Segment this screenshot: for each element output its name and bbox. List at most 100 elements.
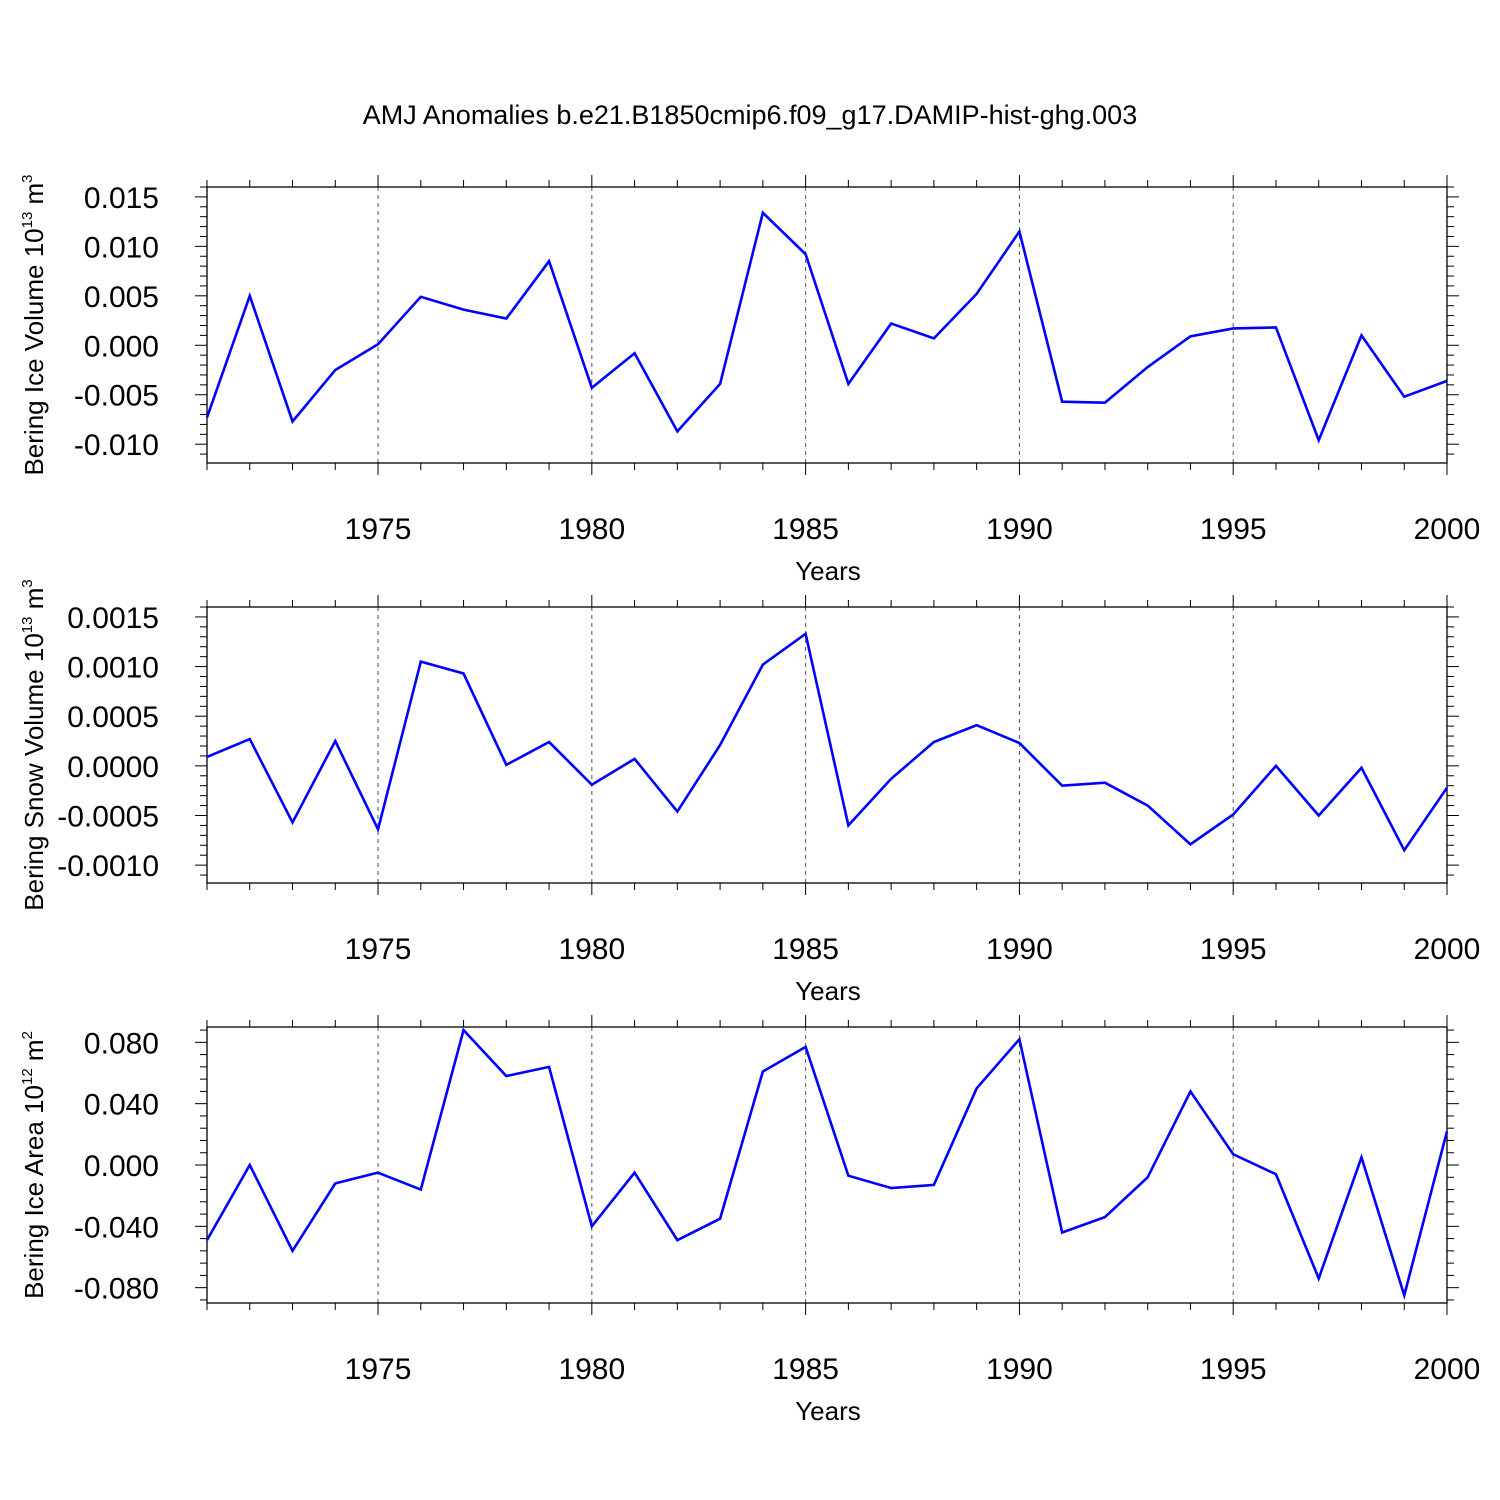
data-point xyxy=(976,1087,978,1089)
data-point xyxy=(847,383,849,385)
data-point xyxy=(420,661,422,663)
data-point xyxy=(1403,849,1405,851)
y-tick-label: 0.040 xyxy=(84,1089,159,1122)
data-point xyxy=(505,318,507,320)
data-point xyxy=(206,416,208,418)
data-point xyxy=(634,758,636,760)
y-tick-label: -0.080 xyxy=(74,1273,159,1306)
data-point xyxy=(1189,843,1191,845)
data-point xyxy=(805,1046,807,1048)
data-point xyxy=(1189,335,1191,337)
data-point xyxy=(505,764,507,766)
x-axis-title: Years xyxy=(795,976,861,1006)
data-point xyxy=(634,1172,636,1174)
data-point xyxy=(420,1189,422,1191)
data-point xyxy=(249,1164,251,1166)
data-point xyxy=(1018,1038,1020,1040)
data-point xyxy=(334,369,336,371)
data-point xyxy=(463,673,465,675)
data-point xyxy=(377,828,379,830)
data-point xyxy=(1189,1090,1191,1092)
data-point xyxy=(249,295,251,297)
data-point xyxy=(1446,787,1448,789)
data-point xyxy=(1360,767,1362,769)
y-tick-label: 0.0000 xyxy=(67,751,159,784)
data-point xyxy=(719,744,721,746)
data-point xyxy=(1232,1153,1234,1155)
data-point xyxy=(292,1250,294,1252)
plot-frame xyxy=(206,1026,1448,1304)
x-tick-label: 1990 xyxy=(986,933,1053,966)
data-point xyxy=(1147,805,1149,807)
chart-panel-1: -0.010 -0.005 0.000 0.005 0.010 0.015 1975 1980… xyxy=(19,174,1480,586)
data-point xyxy=(1061,1231,1063,1233)
data-point xyxy=(676,811,678,813)
data-point xyxy=(762,1070,764,1072)
y-tick-label: 0.0010 xyxy=(67,652,159,685)
y-axis-title: Bering Ice Area 1012 m2 xyxy=(19,1031,49,1299)
data-point xyxy=(676,1239,678,1241)
data-point xyxy=(292,821,294,823)
data-point xyxy=(1104,782,1106,784)
x-tick-label: 1980 xyxy=(558,513,625,546)
data-point xyxy=(805,633,807,635)
y-tick-label: 0.0015 xyxy=(67,602,159,635)
x-tick-label: 1995 xyxy=(1200,513,1267,546)
data-point xyxy=(420,296,422,298)
x-tick-label: 1990 xyxy=(986,513,1053,546)
x-tick-label: 2000 xyxy=(1414,1353,1481,1386)
data-point xyxy=(206,1239,208,1241)
data-point xyxy=(591,387,593,389)
y-tick-label: 0.080 xyxy=(84,1027,159,1060)
figure-title: AMJ Anomalies b.e21.B1850cmip6.f09_g17.D… xyxy=(363,100,1137,130)
data-point xyxy=(976,293,978,295)
x-tick-label: 1995 xyxy=(1200,1353,1267,1386)
data-point xyxy=(1403,1294,1405,1296)
data-point xyxy=(1318,814,1320,816)
data-point xyxy=(1104,1216,1106,1218)
data-point xyxy=(206,756,208,758)
data-point xyxy=(548,1066,550,1068)
x-tick-label: 1985 xyxy=(772,513,839,546)
data-point xyxy=(1061,401,1063,403)
data-point xyxy=(377,1172,379,1174)
data-point xyxy=(505,1075,507,1077)
x-tick-label: 1975 xyxy=(345,513,412,546)
data-point xyxy=(1360,1156,1362,1158)
data-point xyxy=(933,1184,935,1186)
data-point xyxy=(334,1182,336,1184)
data-point xyxy=(1018,231,1020,233)
data-point xyxy=(890,323,892,325)
y-tick-label: 0.010 xyxy=(84,231,159,264)
plot-frame xyxy=(206,606,1448,884)
y-axis-title: Bering Ice Volume 1013 m3 xyxy=(19,174,49,475)
data-point xyxy=(1360,334,1362,336)
data-point xyxy=(1403,396,1405,398)
data-point xyxy=(1232,813,1234,815)
x-axis-title: Years xyxy=(795,1396,861,1426)
x-axis-title: Years xyxy=(795,556,861,586)
data-point xyxy=(591,784,593,786)
data-point xyxy=(1232,327,1234,329)
data-point xyxy=(249,738,251,740)
y-tick-label: 0.000 xyxy=(84,330,159,363)
y-tick-label: -0.010 xyxy=(74,429,159,462)
x-tick-label: 2000 xyxy=(1414,513,1481,546)
y-tick-label: 0.015 xyxy=(84,182,159,215)
x-tick-label: 1975 xyxy=(345,933,412,966)
x-tick-label: 1975 xyxy=(345,1353,412,1386)
y-tick-label: 0.000 xyxy=(84,1150,159,1183)
data-point xyxy=(1318,439,1320,441)
x-tick-label: 1985 xyxy=(772,1353,839,1386)
data-point xyxy=(548,741,550,743)
x-tick-label: 1985 xyxy=(772,933,839,966)
y-tick-label: -0.0005 xyxy=(57,800,159,833)
data-point xyxy=(890,778,892,780)
data-point xyxy=(1147,366,1149,368)
y-tick-label: 0.005 xyxy=(84,281,159,314)
data-point xyxy=(847,824,849,826)
x-tick-label: 2000 xyxy=(1414,933,1481,966)
data-point xyxy=(676,430,678,432)
data-point xyxy=(292,420,294,422)
data-point xyxy=(1061,785,1063,787)
